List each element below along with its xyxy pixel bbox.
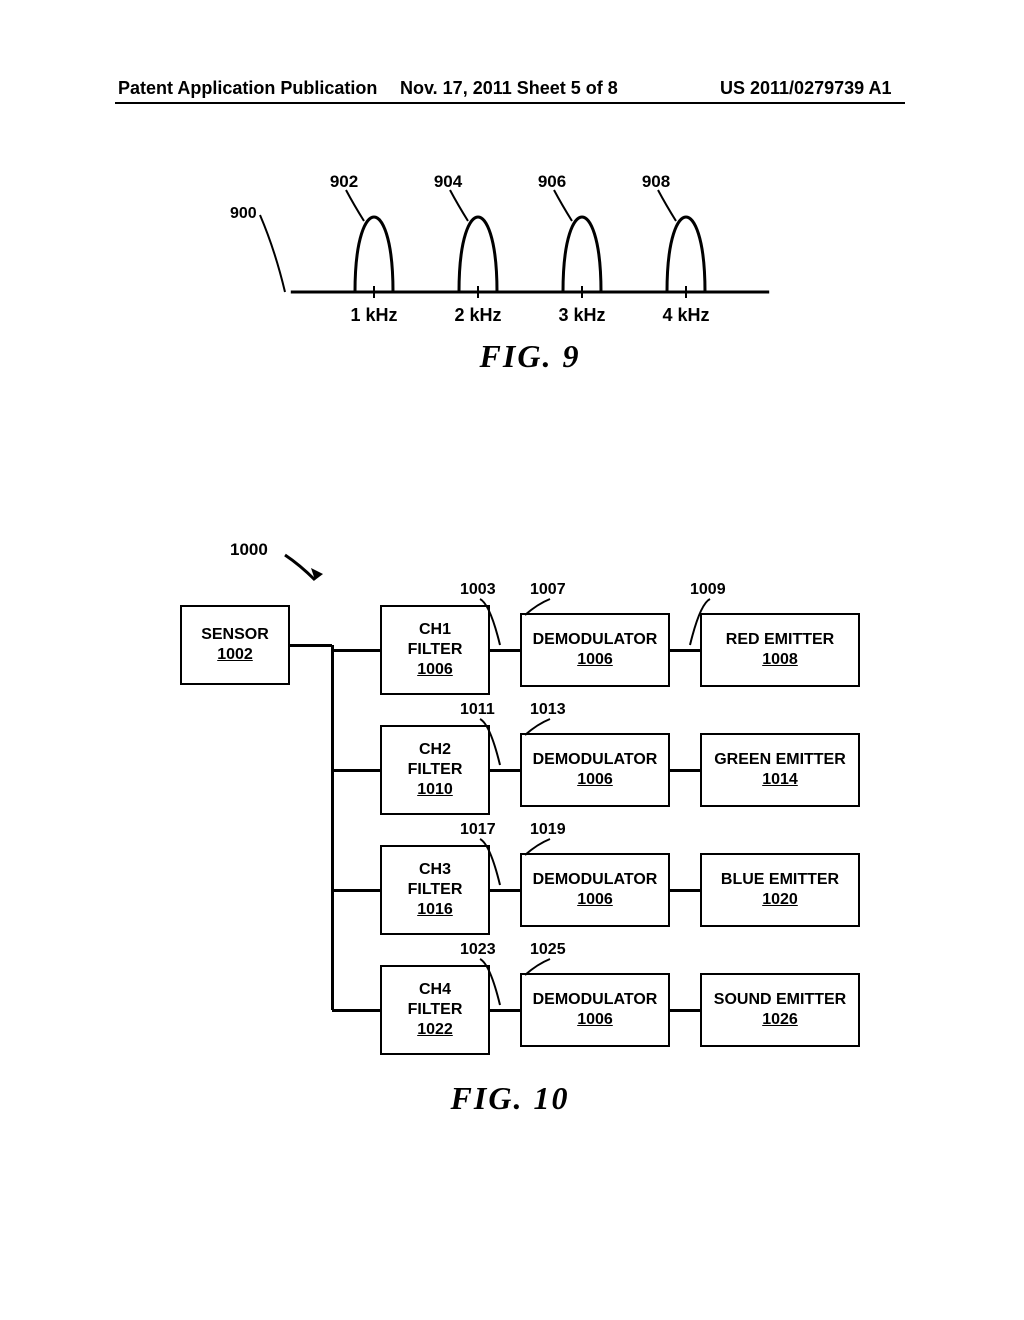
emitter-block-3-line: SOUND EMITTER <box>714 990 846 1010</box>
fig9-peak-label: 902 <box>330 172 358 192</box>
fig9-peak-label: 904 <box>434 172 462 192</box>
demod-block-1-line: DEMODULATOR <box>533 750 658 770</box>
figure-10: 1000 SENSOR1002CH1FILTER1006DEMODULATOR1… <box>150 540 870 1140</box>
emitter-block-3-line: 1026 <box>762 1010 798 1030</box>
leader-line <box>478 717 502 767</box>
emitter-block-1-line: GREEN EMITTER <box>714 750 846 770</box>
header-rule <box>115 102 905 104</box>
demod-block-2-line: 1006 <box>577 890 613 910</box>
filter-block-2: CH3FILTER1016 <box>380 845 490 935</box>
fig9-xtick: 3 kHz <box>558 305 605 326</box>
leader-line <box>523 957 552 977</box>
wire <box>332 1009 380 1012</box>
wire <box>332 769 380 772</box>
wire <box>670 1009 700 1012</box>
fig9-xtick: 1 kHz <box>350 305 397 326</box>
emitter-block-0-line: 1008 <box>762 650 798 670</box>
wire <box>290 644 332 647</box>
demod-block-3: DEMODULATOR1006 <box>520 973 670 1047</box>
wire <box>490 889 520 892</box>
wire <box>670 769 700 772</box>
wire <box>490 769 520 772</box>
header-right: US 2011/0279739 A1 <box>720 78 891 99</box>
demod-block-3-line: 1006 <box>577 1010 613 1030</box>
sensor-block-line: 1002 <box>217 645 253 665</box>
fig9-xtick-labels: 1 kHz 2 kHz 3 kHz 4 kHz <box>250 305 810 327</box>
filter-block-0-line: CH1 <box>419 620 451 640</box>
emitter-block-0: RED EMITTER1008 <box>700 613 860 687</box>
demod-block-1-line: 1006 <box>577 770 613 790</box>
fig9-caption: FIG. 9 <box>250 338 810 375</box>
fig10-ref-1000: 1000 <box>230 540 268 560</box>
wire <box>332 889 380 892</box>
emitter-block-2-line: BLUE EMITTER <box>721 870 839 890</box>
fig9-peak-label: 906 <box>538 172 566 192</box>
filter-block-0-line: FILTER <box>408 640 463 660</box>
wire <box>332 649 380 652</box>
filter-block-1-line: 1010 <box>417 780 453 800</box>
leader-line <box>478 957 502 1007</box>
demod-block-3-line: DEMODULATOR <box>533 990 658 1010</box>
emitter-block-1-line: 1014 <box>762 770 798 790</box>
emitter-block-1: GREEN EMITTER1014 <box>700 733 860 807</box>
leader-line <box>478 837 502 887</box>
filter-block-3-line: 1022 <box>417 1020 453 1040</box>
fig9-peak-label: 908 <box>642 172 670 192</box>
filter-block-2-line: CH3 <box>419 860 451 880</box>
leader-line <box>523 597 552 617</box>
filter-block-2-line: FILTER <box>408 880 463 900</box>
figure-9: 900 902904906908 1 kHz2 kHz3 kHz4 kHz FI… <box>250 180 810 380</box>
fig9-xtick: 4 kHz <box>662 305 709 326</box>
filter-block-2-line: 1016 <box>417 900 453 920</box>
header-center: Nov. 17, 2011 Sheet 5 of 8 <box>400 78 618 99</box>
header-left: Patent Application Publication <box>118 78 377 99</box>
demod-block-0-line: 1006 <box>577 650 613 670</box>
sensor-block-line: SENSOR <box>201 625 269 645</box>
leader-line <box>523 717 552 737</box>
demod-block-1: DEMODULATOR1006 <box>520 733 670 807</box>
leader-line <box>478 597 502 647</box>
filter-block-0: CH1FILTER1006 <box>380 605 490 695</box>
wire <box>490 649 520 652</box>
filter-block-3-line: CH4 <box>419 980 451 1000</box>
emitter-block-0-line: RED EMITTER <box>726 630 834 650</box>
leader-line <box>688 597 712 647</box>
demod-block-2: DEMODULATOR1006 <box>520 853 670 927</box>
emitter-block-3: SOUND EMITTER1026 <box>700 973 860 1047</box>
demod-block-0: DEMODULATOR1006 <box>520 613 670 687</box>
fig9-peak-labels: 902904906908 <box>250 180 810 210</box>
wire <box>490 1009 520 1012</box>
demod-block-2-line: DEMODULATOR <box>533 870 658 890</box>
filter-block-0-line: 1006 <box>417 660 453 680</box>
fig9-xtick: 2 kHz <box>454 305 501 326</box>
arrow-icon <box>280 550 330 590</box>
filter-block-3: CH4FILTER1022 <box>380 965 490 1055</box>
wire <box>670 889 700 892</box>
emitter-block-2: BLUE EMITTER1020 <box>700 853 860 927</box>
demod-block-0-line: DEMODULATOR <box>533 630 658 650</box>
filter-block-1: CH2FILTER1010 <box>380 725 490 815</box>
sensor-block: SENSOR1002 <box>180 605 290 685</box>
wire <box>670 649 700 652</box>
filter-block-3-line: FILTER <box>408 1000 463 1020</box>
leader-line <box>523 837 552 857</box>
filter-block-1-line: CH2 <box>419 740 451 760</box>
filter-block-1-line: FILTER <box>408 760 463 780</box>
fig10-caption: FIG. 10 <box>150 1080 870 1117</box>
wire <box>331 645 334 1010</box>
emitter-block-2-line: 1020 <box>762 890 798 910</box>
